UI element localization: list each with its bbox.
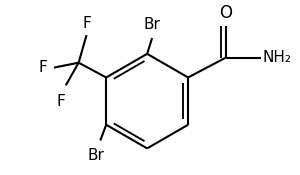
Text: F: F bbox=[56, 94, 65, 109]
Text: F: F bbox=[82, 16, 91, 31]
Text: NH₂: NH₂ bbox=[263, 50, 292, 65]
Text: O: O bbox=[219, 4, 232, 22]
Text: Br: Br bbox=[88, 148, 105, 163]
Text: Br: Br bbox=[144, 17, 160, 32]
Text: F: F bbox=[38, 60, 47, 75]
